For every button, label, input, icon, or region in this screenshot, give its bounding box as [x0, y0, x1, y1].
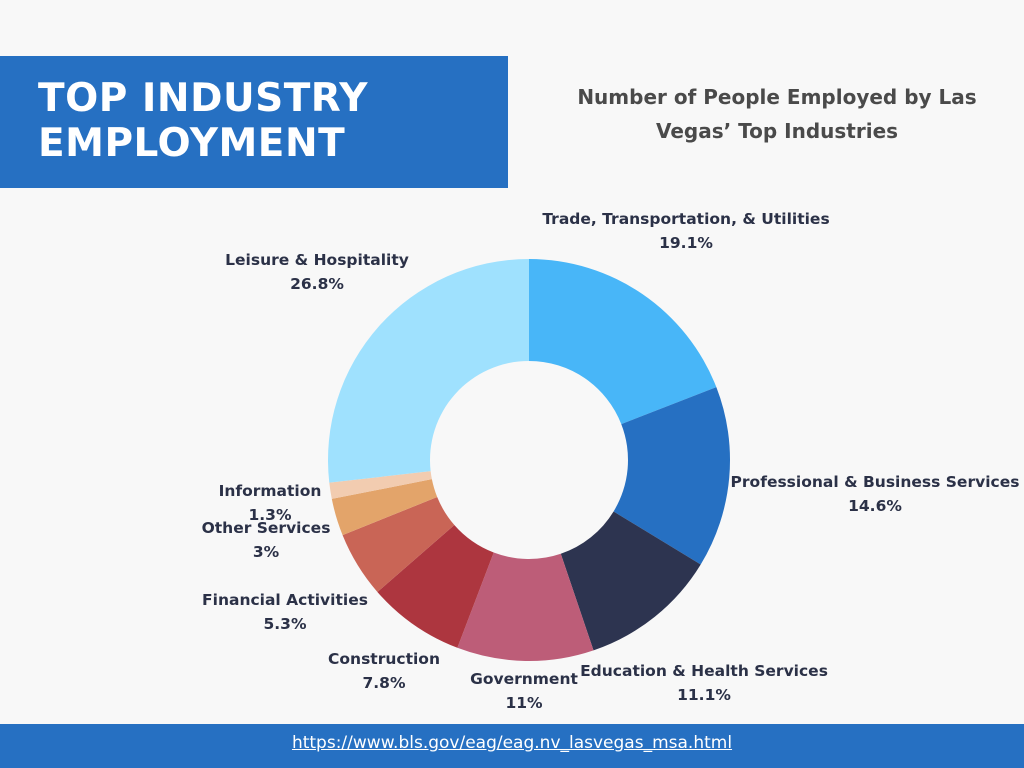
slice-value-trade-transportation-and-utilities: 19.1%: [659, 234, 713, 252]
chart-title-line-1: Number of People Employed by Las: [577, 85, 977, 109]
slice-government: [457, 552, 594, 661]
slice-information: [329, 471, 432, 499]
slice-label-trade-transportation-and-utilities: Trade, Transportation, & Utilities: [542, 210, 829, 228]
slice-label-leisure-and-hospitality: Leisure & Hospitality: [225, 251, 409, 269]
slice-label-information: Information: [219, 482, 322, 500]
slice-trade-transportation-and-utilities: [529, 259, 717, 425]
slice-education-and-health-services: [560, 511, 701, 651]
slice-value-government: 11%: [505, 694, 543, 712]
banner-title-line-2: EMPLOYMENT: [38, 121, 346, 166]
slice-value-information: 1.3%: [249, 506, 292, 524]
slice-value-professional-and-business-services: 14.6%: [848, 497, 902, 515]
chart-title-line-2: Vegas’ Top Industries: [655, 119, 899, 143]
slice-label-education-and-health-services: Education & Health Services: [580, 662, 828, 680]
slice-construction: [377, 525, 494, 648]
slice-label-professional-and-business-services: Professional & Business Services: [731, 473, 1020, 491]
source-link[interactable]: https://www.bls.gov/eag/eag.nv_lasvegas_…: [291, 733, 733, 753]
slice-leisure-and-hospitality: [328, 259, 529, 483]
slice-label-construction: Construction: [328, 650, 440, 668]
donut-slices: [328, 259, 730, 661]
slice-value-leisure-and-hospitality: 26.8%: [290, 275, 344, 293]
chart-title: Number of People Employed by Las Vegas’ …: [552, 80, 1002, 148]
slice-value-education-and-health-services: 11.1%: [677, 686, 731, 704]
slice-label-other-services: Other Services: [202, 519, 331, 537]
slice-professional-and-business-services: [613, 387, 730, 565]
slice-value-construction: 7.8%: [363, 674, 406, 692]
slice-value-other-services: 3%: [253, 543, 280, 561]
title-banner: TOP INDUSTRY EMPLOYMENT: [0, 56, 508, 188]
footer-bar: https://www.bls.gov/eag/eag.nv_lasvegas_…: [0, 724, 1024, 768]
slice-value-financial-activities: 5.3%: [264, 615, 307, 633]
slice-label-government: Government: [470, 670, 578, 688]
slice-labels: Trade, Transportation, & Utilities 19.1% P…: [202, 210, 1020, 712]
banner-title-line-1: TOP INDUSTRY: [38, 76, 368, 121]
slice-other-services: [331, 479, 438, 536]
slice-financial-activities: [342, 497, 455, 592]
slice-label-financial-activities: Financial Activities: [202, 591, 368, 609]
